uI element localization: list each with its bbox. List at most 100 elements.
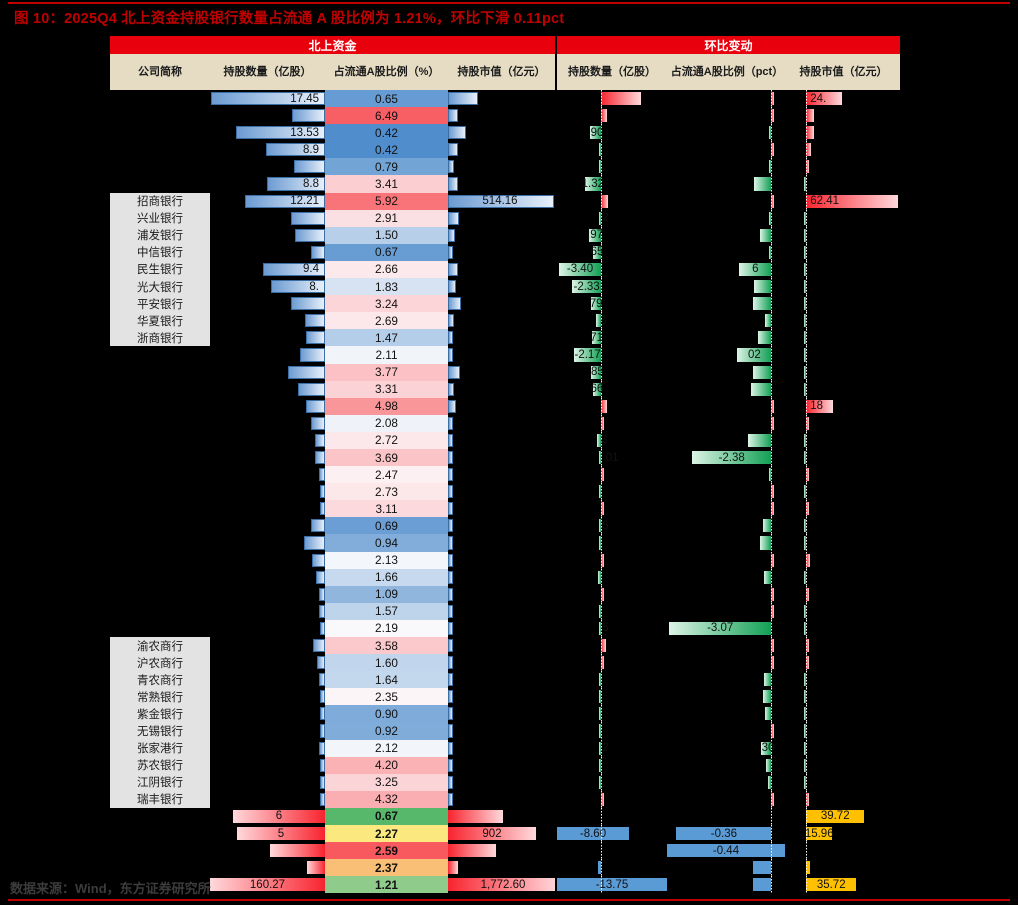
summary-row: 6 0.67 39.72 — [110, 807, 900, 826]
panel-divider — [555, 124, 557, 142]
cell-shares-change: 5 — [557, 517, 667, 535]
figure-title-bar: 图 10：2025Q4 北上资金持股银行数量占流通 A 股比例为 1.21%，环… — [0, 0, 1018, 30]
shares-bar — [290, 211, 325, 225]
col-header-shares-change: 持股数量（亿股） — [557, 54, 667, 90]
zero-axis — [601, 466, 602, 484]
panel-divider — [555, 551, 557, 569]
summary-float-ratio: 2.37 — [325, 859, 448, 877]
cell-market-value-change — [787, 175, 900, 193]
shares-bar — [320, 792, 325, 806]
summary-row: 160.27 1.21 1,772.60 -13.75 35.72 — [110, 876, 900, 894]
cell-market-value-change — [787, 619, 900, 637]
cell-shares-bar — [210, 688, 325, 706]
zero-axis — [771, 90, 773, 108]
summary-market-value-change-label: 15.96 — [804, 827, 834, 840]
table-row: 2.08 — [110, 414, 900, 432]
market-value-change-bar — [806, 502, 809, 516]
cell-market-value-bar — [448, 243, 555, 261]
market-value-bar — [448, 109, 458, 123]
cell-shares-bar — [210, 243, 325, 261]
shares-bar — [320, 690, 325, 704]
market-value-bar — [448, 348, 453, 362]
table-row: 3.69 .01 -2.38 — [110, 448, 900, 467]
cell-company-name: 常熟银行 — [110, 688, 210, 706]
zero-axis — [601, 124, 602, 142]
zero-axis — [601, 500, 602, 518]
cell-float-ratio-change — [667, 483, 787, 501]
shares-change-label: 2 — [602, 742, 609, 755]
summary-shares-bar — [233, 809, 325, 824]
summary-float-ratio-change-label: -0.44 — [712, 844, 740, 857]
cell-shares-bar — [210, 329, 325, 347]
cell-float-ratio-change — [667, 312, 787, 330]
market-value-bar — [448, 604, 453, 618]
cell-market-value-bar — [448, 346, 555, 364]
zero-axis — [806, 654, 808, 672]
panel-divider — [555, 671, 557, 689]
zero-axis — [771, 278, 773, 296]
cell-market-value-change — [787, 739, 900, 757]
summary-float-ratio: 0.67 — [325, 807, 448, 826]
cell-float-ratio: 4.98 — [325, 397, 448, 415]
cell-shares-bar — [210, 705, 325, 723]
summary-shares-change-cell: -13.75 — [557, 876, 667, 894]
table-row: 招商银行 12.21 5.92 514.16 62.41 — [110, 192, 900, 210]
cell-float-ratio-change — [667, 722, 787, 740]
float-ratio-change-bar — [764, 673, 772, 687]
table-row: 0.94 — [110, 534, 900, 552]
cell-market-value-change — [787, 722, 900, 740]
summary-shares-change-bar — [598, 861, 601, 875]
panel-divider — [555, 90, 557, 108]
zero-axis — [601, 619, 602, 637]
table-row: 紫金银行 0.90 — [110, 705, 900, 723]
cell-company-name: 招商银行 — [110, 192, 210, 210]
cell-shares-bar — [210, 346, 325, 364]
float-ratio-change-bar — [771, 639, 775, 653]
cell-market-value-change — [787, 209, 900, 227]
cell-shares-bar — [210, 585, 325, 603]
cell-shares-bar — [210, 107, 325, 125]
table-row: 8.9 0.42 — [110, 141, 900, 159]
cell-market-value-change — [787, 705, 900, 723]
zero-axis — [601, 585, 602, 603]
cell-float-ratio: 0.94 — [325, 534, 448, 552]
col-header-shares: 持股数量（亿股） — [210, 54, 325, 90]
summary-market-value-cell: 1,772.60 — [448, 876, 555, 894]
zero-axis — [806, 295, 808, 313]
shares-change-label: .01 — [602, 451, 619, 464]
panel-divider — [555, 363, 557, 381]
cell-shares-bar: 8.9 — [210, 141, 325, 159]
zero-axis — [601, 295, 602, 313]
shares-change-bar — [598, 536, 601, 550]
float-ratio-change-bar — [766, 758, 772, 772]
cell-shares-bar: 13.53 — [210, 124, 325, 142]
cell-market-value-change — [787, 773, 900, 791]
cell-shares-change — [557, 534, 667, 552]
zero-axis — [806, 175, 808, 193]
summary-row: 2.59 -0.44 — [110, 842, 900, 860]
zero-axis — [806, 705, 808, 723]
shares-change-bar — [601, 553, 605, 567]
summary-label-cell — [110, 825, 210, 843]
shares-change-label: 1.32 — [581, 178, 605, 191]
zero-axis — [601, 141, 602, 159]
float-ratio-change-bar — [768, 245, 772, 259]
market-value-bar — [448, 382, 455, 396]
shares-change-bar — [601, 416, 604, 430]
zero-axis — [771, 107, 773, 125]
shares-change-bar — [598, 160, 601, 174]
table-row: 2.19 5 -3.07 — [110, 619, 900, 637]
cell-shares-change — [557, 637, 667, 655]
shares-change-bar — [598, 143, 601, 157]
cell-float-ratio-change — [667, 756, 787, 774]
shares-change-bar — [598, 673, 601, 687]
cell-float-ratio: 1.47 — [325, 329, 448, 347]
cell-shares-change — [557, 654, 667, 672]
cell-market-value-bar — [448, 329, 555, 347]
summary-market-value-bar — [448, 861, 458, 875]
shares-bar — [306, 399, 325, 413]
table-row: 青农商行 1.64 — [110, 671, 900, 689]
cell-float-ratio: 3.31 — [325, 380, 448, 398]
zero-axis — [771, 312, 773, 330]
group-header-northbound: 北上资金 — [110, 36, 555, 54]
